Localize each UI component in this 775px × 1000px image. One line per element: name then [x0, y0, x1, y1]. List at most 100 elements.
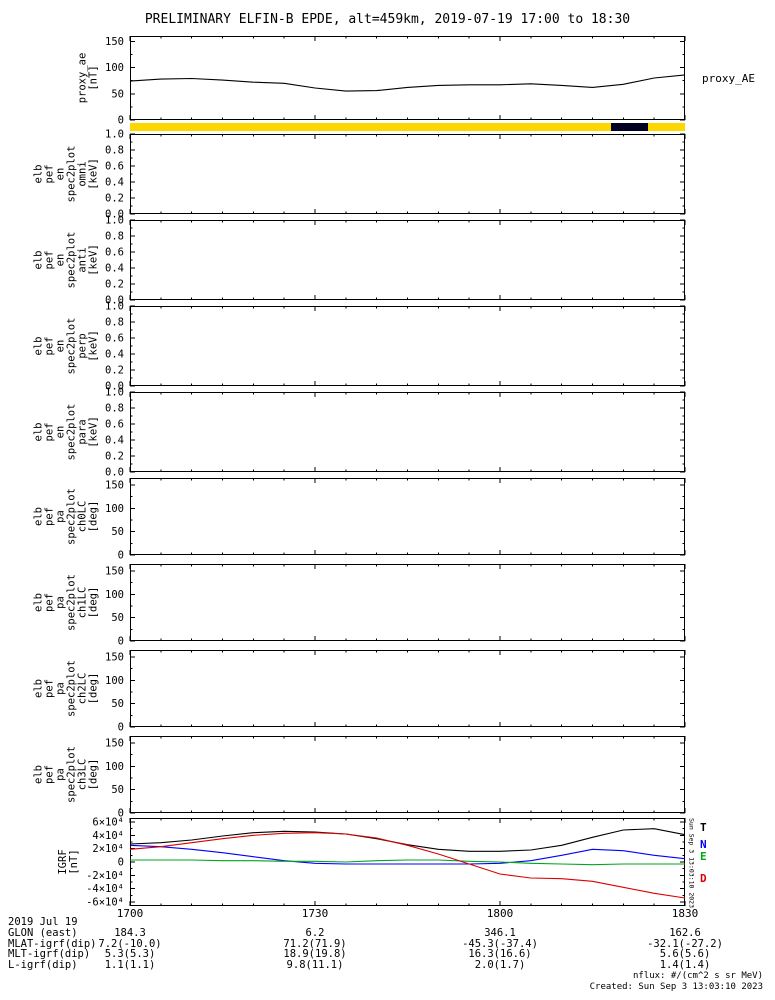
y-axis-label: pef — [44, 423, 56, 442]
y-tick-label: 150 — [105, 738, 124, 750]
y-tick-label: 150 — [105, 36, 124, 48]
footer-row-label-lshell: L-igrf(dip) — [8, 958, 78, 971]
y-axis-label: spec2plot — [66, 488, 78, 545]
series-T-line — [129, 828, 686, 852]
y-tick-label: 1.0 — [105, 301, 124, 313]
y-axis-label: elb — [33, 165, 45, 184]
y-axis-label: en — [55, 340, 67, 353]
footer-value: 5.6(5.6) — [659, 948, 711, 960]
footer-value: 18.9(19.8) — [283, 948, 347, 960]
y-tick-label: 0.0 — [105, 467, 124, 479]
y-tick-label: -6×10⁴ — [86, 897, 124, 909]
y-tick-label: 0.8 — [105, 403, 124, 415]
y-axis-label: en — [55, 254, 67, 267]
y-tick-label: 100 — [105, 589, 124, 601]
y-tick-label: 0.2 — [105, 451, 124, 463]
y-axis-label: pef — [44, 507, 56, 526]
panel-spec_ch1lc: 0 50 100 150 elb pef pa spec2plot ch1LC [deg] — [33, 564, 686, 648]
footer-value: -45.3(-37.4) — [462, 937, 538, 950]
y-tick-label: 0.8 — [105, 231, 124, 243]
series-E-line — [130, 859, 685, 866]
panel-frame — [130, 564, 685, 641]
y-tick-label: -4×10⁴ — [86, 883, 124, 895]
panel-proxy_ae: 0 50 100 150 proxy_ae [nT] proxy_AE — [77, 36, 755, 127]
y-tick-label: 0.6 — [105, 333, 124, 345]
y-tick-label: 4×10⁴ — [92, 830, 124, 842]
series-proxy_AE-line — [129, 74, 686, 92]
footer-row-label-mlt: MLT-igrf(dip) — [8, 948, 91, 960]
panel-frame — [130, 650, 685, 727]
y-tick-label: 0 — [118, 857, 124, 869]
y-axis-label: ch1LC — [77, 587, 89, 619]
panel-mode_bar — [130, 123, 685, 131]
y-tick-label: 0 — [118, 550, 124, 562]
panel-spec_ch2lc: 0 50 100 150 elb pef pa spec2plot ch2LC [deg] — [33, 650, 686, 734]
footer-value: 6.2 — [305, 927, 325, 939]
y-tick-label: 50 — [111, 698, 124, 710]
y-tick-label: 6×10⁴ — [92, 817, 124, 829]
panel-frame — [130, 736, 685, 813]
footer-value: -32.1(-27.2) — [647, 937, 723, 950]
y-axis-label: en — [55, 426, 67, 439]
y-tick-label: -2×10⁴ — [86, 870, 124, 882]
x-tick-label: 1700 — [116, 907, 144, 920]
panel-spec_anti: 0.0 0.2 0.4 0.6 0.8 1.0 elb pef en spec2plot anti[… — [33, 215, 686, 307]
y-axis-label: pa — [55, 596, 67, 609]
panel-frame — [130, 392, 685, 472]
y-axis-label: pef — [44, 593, 56, 612]
y-axis-label: pa — [55, 682, 67, 695]
y-tick-label: 0.4 — [105, 435, 124, 447]
y-axis-label: [keV] — [88, 330, 100, 362]
y-axis-label: spec2plot — [66, 232, 78, 289]
y-tick-label: 1.0 — [105, 129, 124, 141]
footer-value: 16.3(16.6) — [468, 948, 532, 960]
y-axis-label: en — [55, 168, 67, 181]
x-tick-label: 1730 — [301, 907, 329, 920]
mode-bar — [130, 123, 685, 131]
panel-frame — [130, 220, 685, 300]
series-N-line — [129, 844, 686, 865]
y-tick-label: 0 — [118, 636, 124, 648]
y-axis-label: omni — [77, 161, 89, 186]
y-axis-label: elb — [33, 423, 45, 442]
y-tick-label: 0 — [118, 808, 124, 820]
panel-stack: 0 50 100 150 proxy_ae [nT] proxy_AE 0.0 0.2 0.4 0.… — [33, 36, 755, 909]
y-tick-label: 0.8 — [105, 317, 124, 329]
y-axis-label: ch0LC — [77, 501, 89, 533]
y-tick-label: 0.0 — [105, 209, 124, 221]
y-tick-label: 0.4 — [105, 177, 124, 189]
y-tick-label: 50 — [111, 88, 124, 100]
y-axis-label: pef — [44, 337, 56, 356]
y-axis-label: elb — [33, 337, 45, 356]
panel-right-label: proxy_AE — [702, 72, 755, 85]
footer-value: 162.6 — [669, 927, 701, 939]
y-axis-label: [deg] — [88, 673, 100, 705]
y-tick-label: 50 — [111, 612, 124, 624]
y-axis-label: elb — [33, 765, 45, 784]
y-tick-label: 100 — [105, 503, 124, 515]
panel-spec_ch0lc: 0 50 100 150 elb pef pa spec2plot ch0LC [deg] — [33, 478, 686, 562]
y-axis-label: pa — [55, 768, 67, 781]
created-timestamp: Created: Sun Sep 3 13:03:10 2023 — [589, 982, 763, 993]
y-axis-label: [nT] — [68, 849, 80, 874]
plot-title: PRELIMINARY ELFIN-B EPDE, alt=459km, 201… — [144, 12, 631, 27]
date-label: 2019 Jul 19 — [8, 916, 78, 928]
y-axis-label: ch3LC — [77, 759, 89, 791]
y-axis-label: IGRF — [57, 849, 69, 874]
y-axis-label: spec2plot — [66, 404, 78, 461]
footer-row-label-glon: GLON (east) — [8, 927, 78, 939]
side-timestamp-vertical: Sun Sep 3 13:03:10 2023 — [687, 818, 696, 909]
panel-spec_perp: 0.0 0.2 0.4 0.6 0.8 1.0 elb pef en spec2plot perp[… — [33, 301, 686, 393]
y-axis-label: anti — [77, 247, 89, 272]
y-tick-label: 150 — [105, 652, 124, 664]
y-axis-label: spec2plot — [66, 574, 78, 631]
x-tick-label: 1800 — [486, 907, 514, 920]
y-tick-label: 1.0 — [105, 215, 124, 227]
legend-N: N — [700, 838, 707, 851]
y-tick-label: 0.4 — [105, 263, 124, 275]
y-tick-label: 0.4 — [105, 349, 124, 361]
y-tick-label: 0 — [118, 722, 124, 734]
y-tick-label: 0.2 — [105, 193, 124, 205]
y-tick-label: 100 — [105, 761, 124, 773]
panel-spec_omni: 0.0 0.2 0.4 0.6 0.8 1.0 elb pef en spec2plot omni[… — [33, 129, 686, 221]
